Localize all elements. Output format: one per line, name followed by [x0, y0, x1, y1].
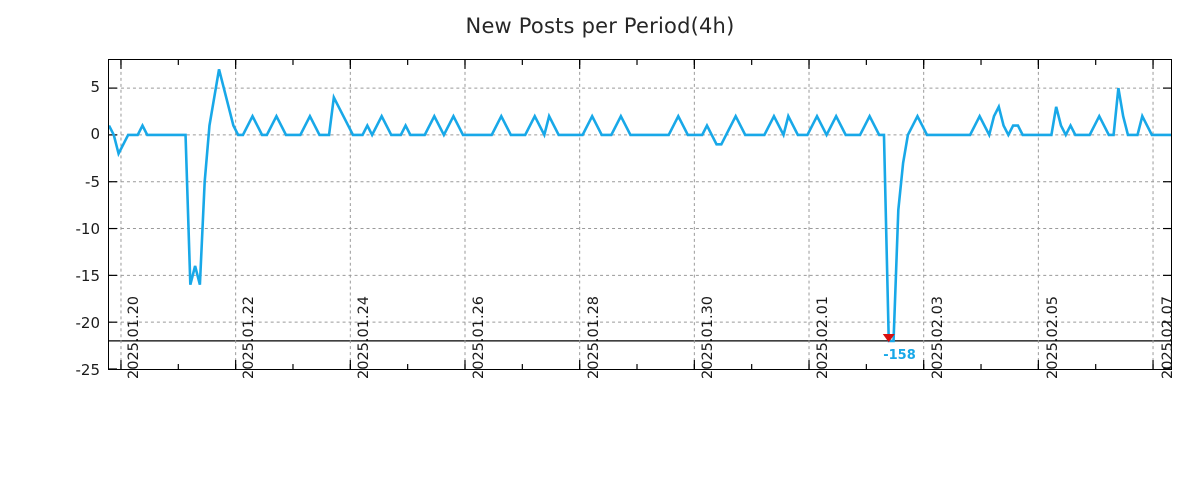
x-tick-label: 2025.02.03 — [930, 295, 947, 379]
grid-layer — [109, 60, 1171, 369]
x-tick-label: 2025.01.20 — [126, 295, 142, 379]
y-tick-label: -25 — [75, 361, 101, 379]
annotation-label: -158 — [883, 347, 916, 363]
x-tick-label: 2025.02.05 — [1045, 295, 1062, 379]
plot-area — [108, 59, 1172, 370]
x-tick-label: 2025.01.24 — [355, 295, 372, 379]
annotation-marker — [882, 333, 895, 343]
y-tick-label: 5 — [90, 78, 100, 97]
chart-title: New Posts per Period(4h) — [465, 14, 735, 38]
y-tick-label: -20 — [75, 313, 101, 332]
y-tick-label: -5 — [85, 172, 100, 191]
x-tick-label: 2025.02.07 — [1160, 295, 1176, 379]
x-tick-label: 2025.01.26 — [470, 295, 487, 379]
x-tick-label: 2025.01.30 — [700, 295, 717, 379]
y-tick-label: -15 — [75, 266, 101, 285]
y-tick-label: 0 — [90, 125, 100, 144]
y-tick-label: -10 — [75, 219, 101, 238]
x-tick-label: 2025.01.28 — [585, 295, 602, 379]
series-line — [109, 69, 1171, 343]
x-tick-label: 2025.02.01 — [815, 295, 832, 379]
x-tick-label: 2025.01.22 — [240, 295, 257, 379]
